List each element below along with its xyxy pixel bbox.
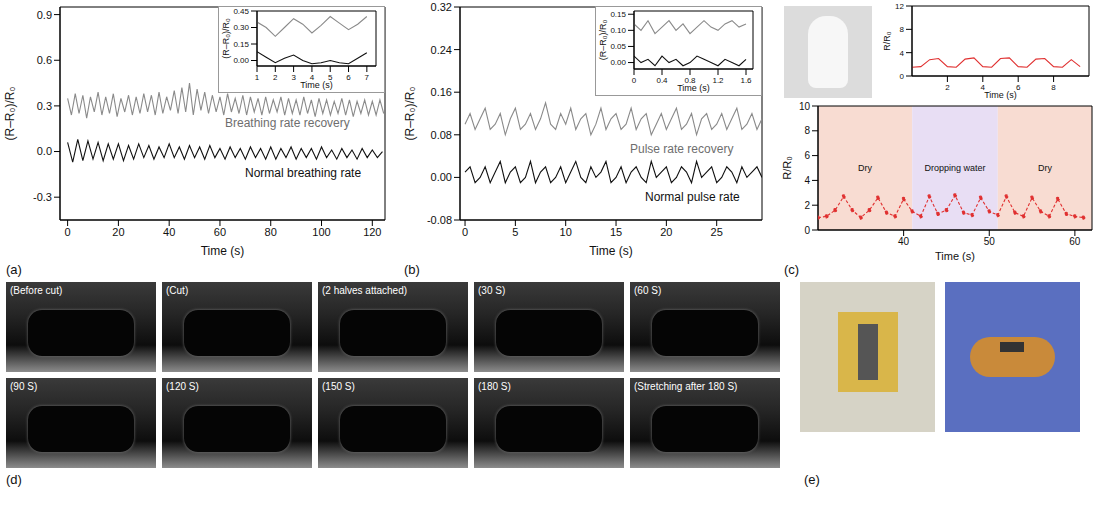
svg-text:Time (s): Time (s) bbox=[300, 80, 333, 90]
svg-text:40: 40 bbox=[163, 226, 175, 238]
svg-text:20: 20 bbox=[112, 226, 124, 238]
svg-text:6: 6 bbox=[346, 73, 351, 82]
html-text:(c): (c) bbox=[784, 262, 800, 277]
svg-text:Dropping water: Dropping water bbox=[924, 163, 985, 173]
svg-text:25: 25 bbox=[711, 226, 723, 238]
svg-text:Time (s): Time (s) bbox=[589, 244, 633, 258]
svg-text:0.0: 0.0 bbox=[37, 145, 52, 157]
svg-text:0.00: 0.00 bbox=[431, 171, 452, 183]
html-text:(30 S): (30 S) bbox=[478, 285, 506, 296]
svg-text:Dry: Dry bbox=[858, 163, 872, 173]
html-text:(Stretching after 180 S): (Stretching after 180 S) bbox=[634, 381, 738, 392]
svg-text:12: 12 bbox=[895, 2, 904, 11]
html-text:Normal breathing rate: Normal breathing rate bbox=[245, 166, 362, 180]
svg-text:5: 5 bbox=[512, 226, 518, 238]
svg-text:0: 0 bbox=[632, 76, 637, 85]
svg-text:120: 120 bbox=[363, 226, 381, 238]
html-text:(150 S): (150 S) bbox=[322, 381, 355, 392]
svg-text:5: 5 bbox=[328, 72, 333, 82]
svg-text:80: 80 bbox=[265, 226, 277, 238]
svg-text:2: 2 bbox=[273, 73, 278, 82]
svg-text:0.24: 0.24 bbox=[431, 44, 452, 56]
svg-text:2: 2 bbox=[804, 200, 810, 211]
svg-text:4: 4 bbox=[804, 175, 810, 186]
html-text:(90 S): (90 S) bbox=[10, 381, 38, 392]
html-text:(2 halves attached): (2 halves attached) bbox=[322, 285, 408, 296]
svg-text:40: 40 bbox=[898, 236, 910, 247]
svg-text:0.05: 0.05 bbox=[610, 42, 626, 51]
html-text:(120 S): (120 S) bbox=[166, 381, 199, 392]
svg-text:(R–R₀)/R₀: (R–R₀)/R₀ bbox=[3, 87, 17, 141]
svg-text:4: 4 bbox=[980, 82, 985, 92]
svg-text:0.9: 0.9 bbox=[37, 9, 52, 21]
svg-text:0.30: 0.30 bbox=[233, 23, 249, 32]
svg-text:7: 7 bbox=[365, 73, 370, 82]
svg-text:Dry: Dry bbox=[1038, 163, 1052, 173]
html-text:Breathing rate recovery: Breathing rate recovery bbox=[225, 116, 350, 130]
svg-text:10: 10 bbox=[799, 102, 811, 112]
svg-text:60: 60 bbox=[214, 226, 226, 238]
svg-text:0.08: 0.08 bbox=[431, 129, 452, 141]
svg-text:R/R₀: R/R₀ bbox=[781, 156, 793, 180]
svg-text:Time (s): Time (s) bbox=[984, 90, 1017, 100]
svg-text:0.10: 0.10 bbox=[610, 26, 626, 35]
svg-text:Time (s): Time (s) bbox=[201, 244, 245, 258]
svg-text:15: 15 bbox=[610, 226, 622, 238]
svg-text:0.00: 0.00 bbox=[233, 56, 249, 65]
html-text:(Before cut): (Before cut) bbox=[10, 285, 63, 296]
html-text:(e): (e) bbox=[804, 472, 820, 487]
svg-text:1.2: 1.2 bbox=[712, 76, 724, 85]
svg-text:0: 0 bbox=[900, 72, 905, 81]
svg-text:2: 2 bbox=[945, 83, 950, 92]
html-text:(180 S): (180 S) bbox=[478, 381, 511, 392]
html-text:(60 S): (60 S) bbox=[634, 285, 662, 296]
svg-text:0.4: 0.4 bbox=[656, 76, 668, 85]
svg-text:0.45: 0.45 bbox=[233, 7, 249, 16]
svg-text:3: 3 bbox=[291, 73, 296, 82]
svg-text:20: 20 bbox=[660, 226, 672, 238]
svg-text:0.32: 0.32 bbox=[431, 2, 452, 13]
svg-text:Time (s): Time (s) bbox=[935, 250, 975, 262]
html-text:Pulse rate recovery: Pulse rate recovery bbox=[630, 142, 734, 156]
html-text:(b): (b) bbox=[404, 262, 420, 277]
svg-text:1.6: 1.6 bbox=[740, 76, 752, 85]
svg-text:4: 4 bbox=[309, 72, 315, 82]
svg-text:1: 1 bbox=[255, 73, 260, 82]
svg-text:0.8: 0.8 bbox=[684, 75, 696, 85]
svg-text:0: 0 bbox=[462, 226, 468, 238]
svg-text:0.16: 0.16 bbox=[431, 86, 452, 98]
svg-text:0.00: 0.00 bbox=[610, 58, 626, 67]
svg-text:0.15: 0.15 bbox=[610, 10, 626, 19]
svg-text:8: 8 bbox=[804, 125, 810, 136]
svg-text:0.3: 0.3 bbox=[37, 100, 52, 112]
svg-text:8: 8 bbox=[900, 25, 905, 34]
svg-text:-0.08: -0.08 bbox=[427, 214, 452, 226]
svg-text:0: 0 bbox=[65, 226, 71, 238]
html-text:(a): (a) bbox=[6, 262, 22, 277]
svg-text:-0.3: -0.3 bbox=[33, 191, 52, 203]
svg-text:0: 0 bbox=[804, 225, 810, 236]
html-text:(Cut): (Cut) bbox=[166, 285, 189, 296]
svg-text:50: 50 bbox=[984, 236, 996, 247]
svg-text:100: 100 bbox=[312, 226, 330, 238]
svg-text:6: 6 bbox=[804, 150, 810, 161]
svg-text:Time (s): Time (s) bbox=[677, 83, 710, 93]
html-text:(d): (d) bbox=[6, 472, 22, 487]
svg-text:60: 60 bbox=[1069, 236, 1081, 247]
svg-text:0.15: 0.15 bbox=[233, 40, 249, 49]
svg-text:8: 8 bbox=[1051, 83, 1056, 92]
svg-text:0.6: 0.6 bbox=[37, 54, 52, 66]
svg-text:10: 10 bbox=[560, 226, 572, 238]
svg-text:R/R₀: R/R₀ bbox=[882, 31, 892, 50]
svg-text:(R–R₀)/R₀: (R–R₀)/R₀ bbox=[598, 20, 608, 61]
svg-text:(R–R₀)/R₀: (R–R₀)/R₀ bbox=[221, 18, 231, 59]
html-text:Normal pulse rate: Normal pulse rate bbox=[645, 190, 740, 204]
svg-text:(R–R₀)/R₀: (R–R₀)/R₀ bbox=[403, 87, 417, 141]
svg-text:4: 4 bbox=[900, 49, 905, 58]
svg-text:6: 6 bbox=[1016, 82, 1021, 92]
